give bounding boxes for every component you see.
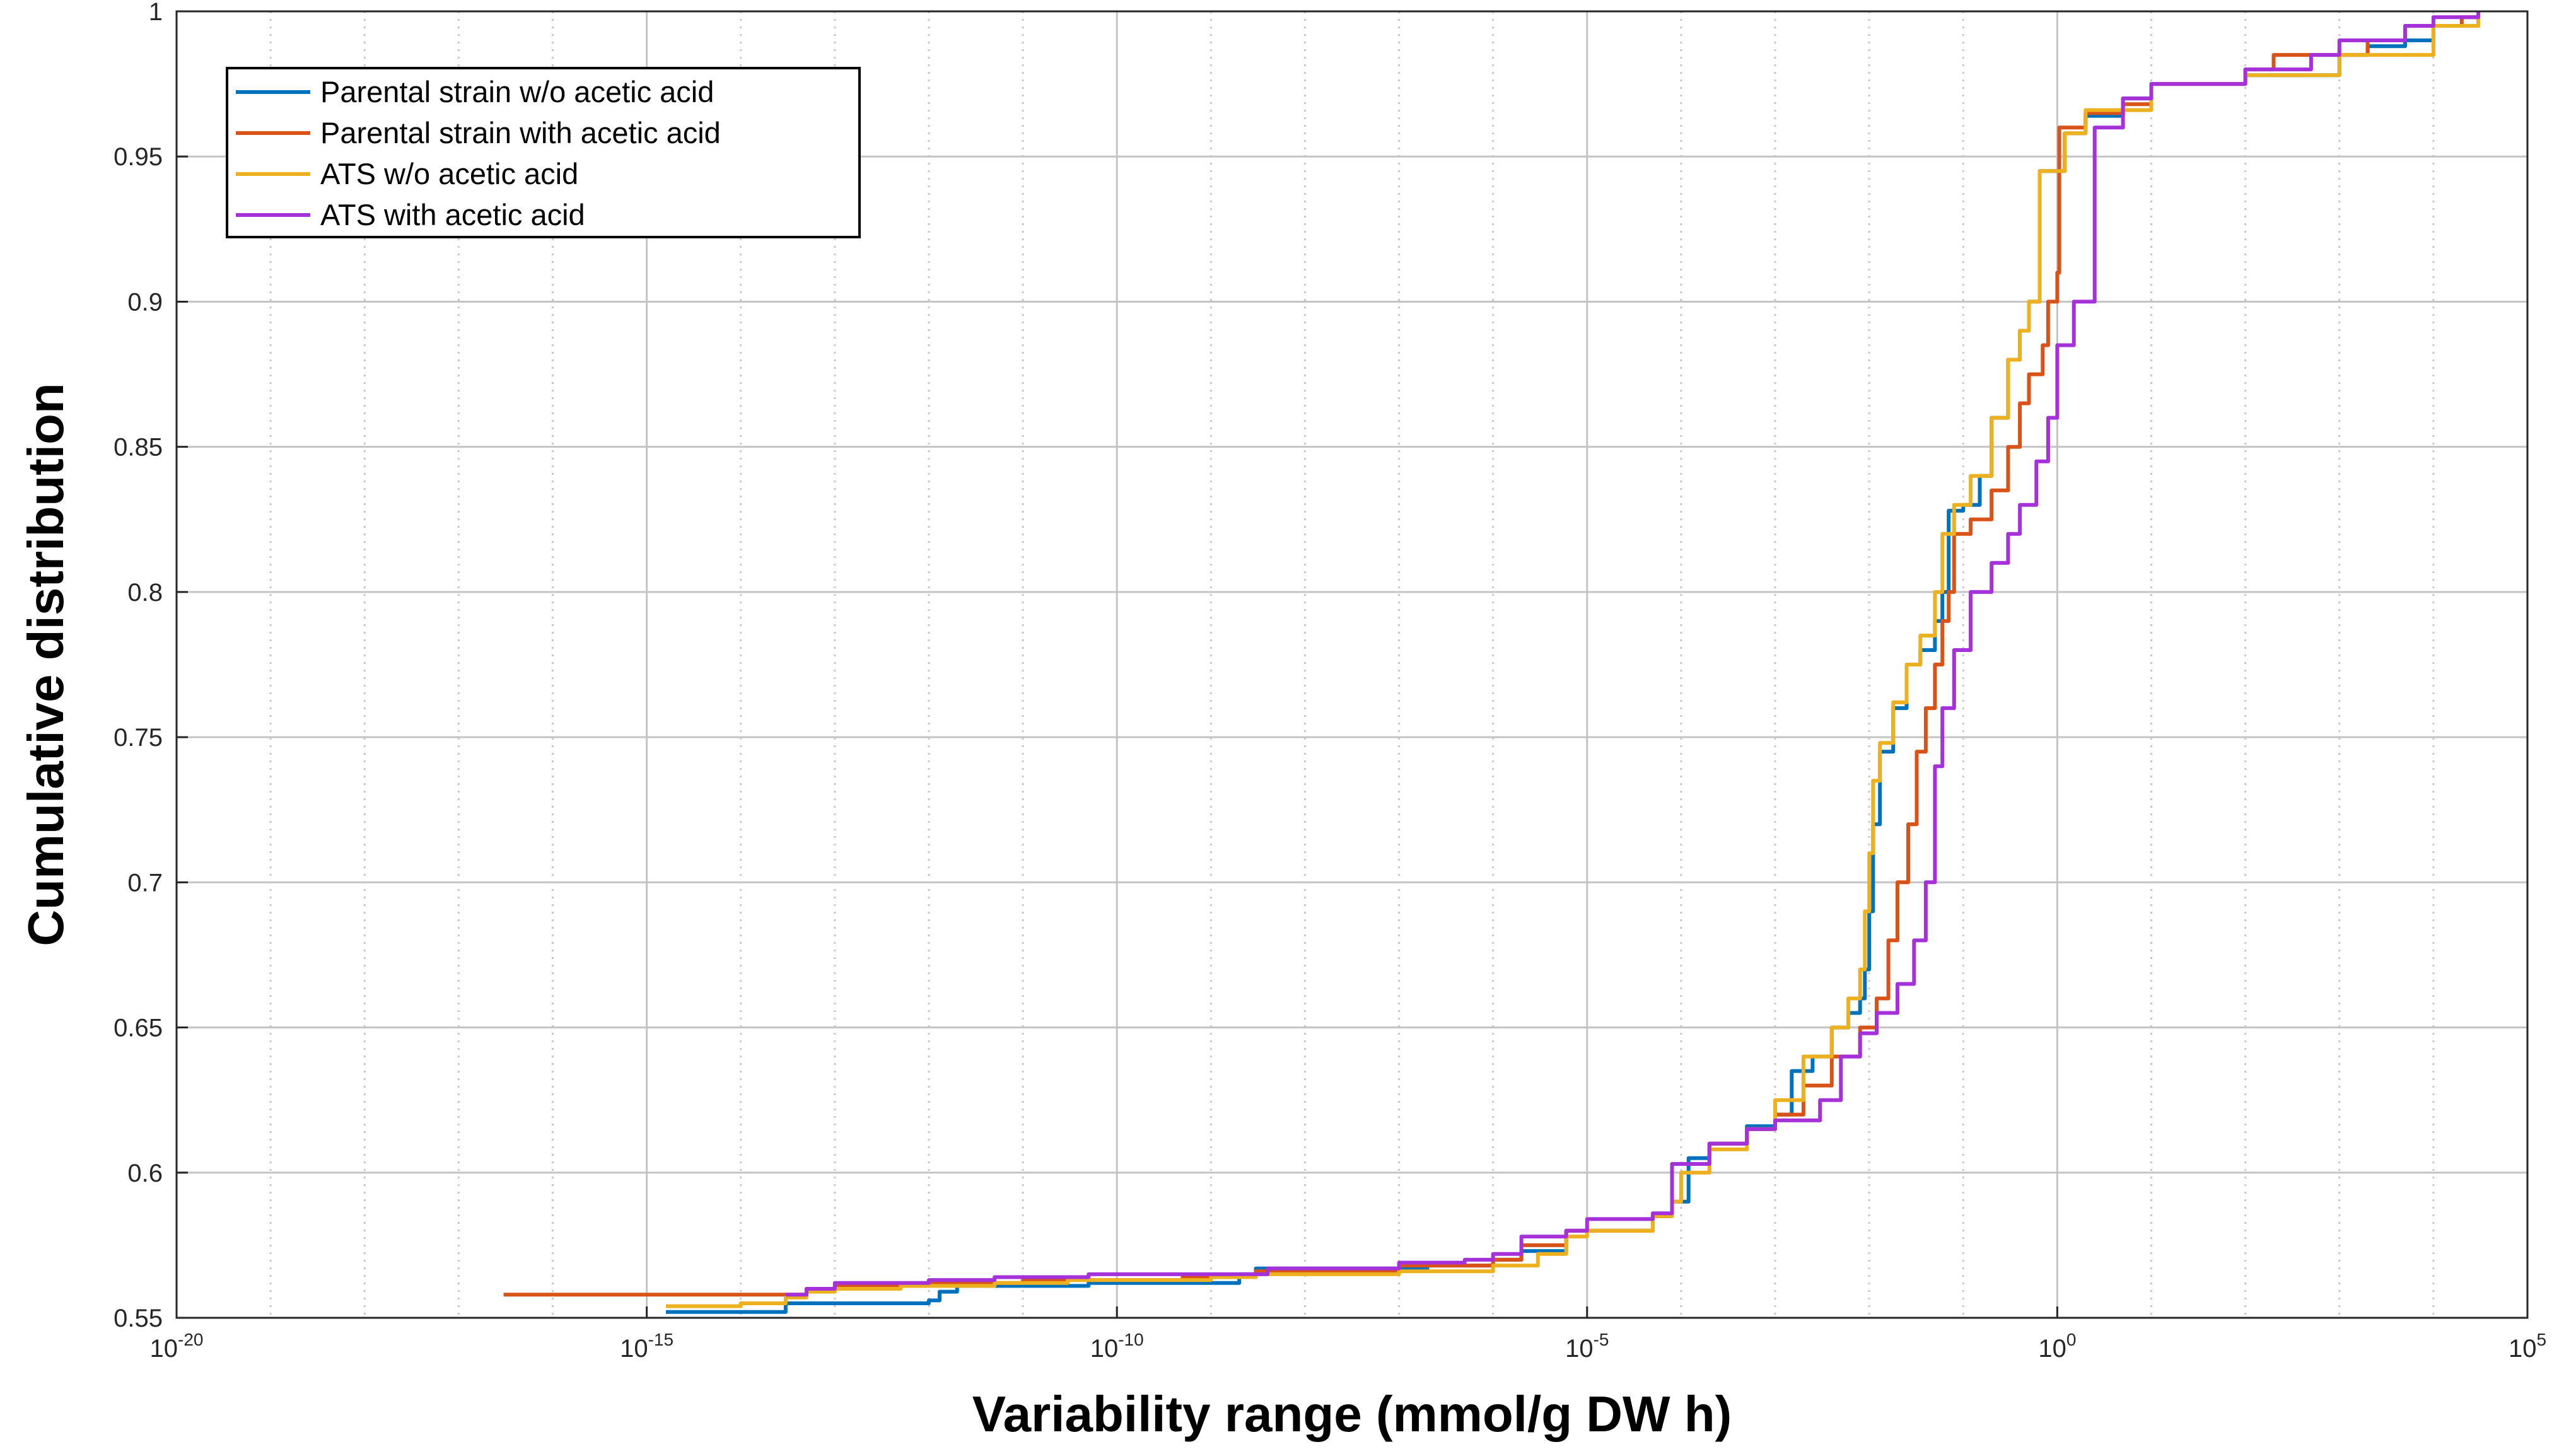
x-axis-ticks: 10-20 10-15 10-10 10-5 100 105 (150, 1306, 2546, 1363)
y-tick-label: 0.9 (127, 288, 163, 316)
y-tick-label: 0.65 (114, 1015, 163, 1042)
x-tick-label: 100 (2038, 1330, 2076, 1363)
x-tick-label: 10-15 (620, 1330, 673, 1363)
y-axis-title: Cumulative distribution (18, 383, 74, 946)
legend-label-1: Parental strain w/o acetic acid (320, 75, 714, 108)
x-axis-title: Variability range (mmol/g DW h) (972, 1386, 1732, 1442)
x-tick-label: 10-5 (1565, 1330, 1609, 1363)
series-line-3 (666, 11, 2480, 1308)
y-tick-label: 1 (149, 0, 163, 26)
legend-label-3: ATS w/o acetic acid (320, 157, 578, 190)
series-line-4 (785, 11, 2480, 1297)
series-line-2 (503, 11, 2480, 1297)
x-tick-label: 10-20 (150, 1330, 204, 1363)
y-tick-label: 0.6 (127, 1160, 163, 1187)
x-tick-label: 105 (2509, 1330, 2546, 1363)
legend-label-2: Parental strain with acetic acid (320, 116, 721, 149)
y-tick-label: 0.7 (127, 869, 163, 897)
y-tick-label: 0.85 (114, 434, 163, 462)
y-tick-label: 0.95 (114, 143, 163, 171)
legend-label-4: ATS with acetic acid (320, 198, 585, 231)
y-tick-label: 0.75 (114, 724, 163, 752)
legend-box (226, 67, 861, 238)
plot-frame (175, 10, 2529, 1319)
series-group (503, 11, 2480, 1314)
legend: Parental strain w/o acetic acid Parental … (226, 67, 861, 238)
y-tick-label: 0.8 (127, 579, 163, 607)
y-tick-label: 0.55 (114, 1305, 163, 1332)
x-tick-label: 10-10 (1090, 1330, 1144, 1363)
y-axis-ticks: 0.55 0.6 0.65 0.7 0.75 0.8 0.85 0.9 0.95 1 (114, 0, 188, 1332)
